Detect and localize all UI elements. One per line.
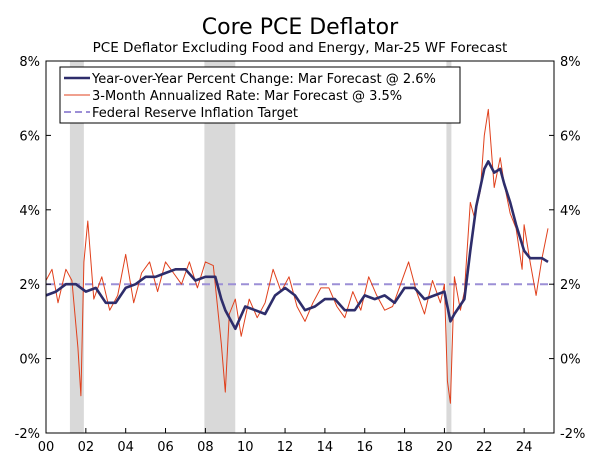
y-tick-label-left: -2%: [15, 427, 40, 442]
legend-label-fed-target: Federal Reserve Inflation Target: [92, 106, 298, 121]
y-tick-label-right: 8%: [560, 55, 581, 70]
x-tick-label: 10: [237, 440, 254, 455]
plot-lines: [45, 108, 554, 404]
series-line-yoy: [45, 160, 549, 331]
x-tick-label: 22: [476, 440, 493, 455]
x-tick-label: 12: [277, 440, 294, 455]
x-tick-label: 04: [117, 440, 134, 455]
y-tick-label-left: 6%: [19, 129, 40, 144]
x-tick-label: 00: [38, 440, 55, 455]
x-axis: 00 02 04 06 08 10 12 14 16 18 20 22 24: [38, 428, 533, 455]
recession-band-2: [446, 61, 452, 433]
y-tick-label-right: 6%: [560, 129, 581, 144]
chart-subtitle: PCE Deflator Excluding Food and Energy, …: [93, 40, 508, 56]
x-tick-label: 08: [197, 440, 214, 455]
x-tick-label: 06: [157, 440, 174, 455]
series-line-3month: [45, 108, 549, 404]
x-tick-label: 20: [436, 440, 453, 455]
chart-title: Core PCE Deflator: [202, 15, 399, 40]
legend-label-3month: 3-Month Annualized Rate: Mar Forecast @ …: [92, 89, 402, 104]
y-tick-label-left: 4%: [19, 204, 40, 219]
plot-frame: [45, 60, 555, 434]
y-tick-label-right: 0%: [560, 353, 581, 368]
x-tick-label: 18: [396, 440, 413, 455]
y-axis-right: 8% 6% 4% 2% 0% -2%: [549, 55, 585, 442]
y-tick-label-right: 4%: [560, 204, 581, 219]
y-tick-label-right: -2%: [560, 427, 585, 442]
legend: Year-over-Year Percent Change: Mar Forec…: [59, 66, 461, 124]
legend-box: [59, 66, 461, 124]
recession-band-0: [69, 61, 84, 433]
x-tick-label: 16: [356, 440, 373, 455]
y-tick-label-left: 2%: [19, 278, 40, 293]
y-axis-left: 8% 6% 4% 2% 0% -2%: [15, 55, 51, 442]
y-tick-label-left: 0%: [19, 353, 40, 368]
y-tick-label-left: 8%: [19, 55, 40, 70]
x-tick-label: 14: [317, 440, 334, 455]
x-tick-label: 24: [516, 440, 533, 455]
legend-label-yoy: Year-over-Year Percent Change: Mar Forec…: [91, 72, 436, 87]
x-tick-label: 02: [78, 440, 95, 455]
y-tick-label-right: 2%: [560, 278, 581, 293]
